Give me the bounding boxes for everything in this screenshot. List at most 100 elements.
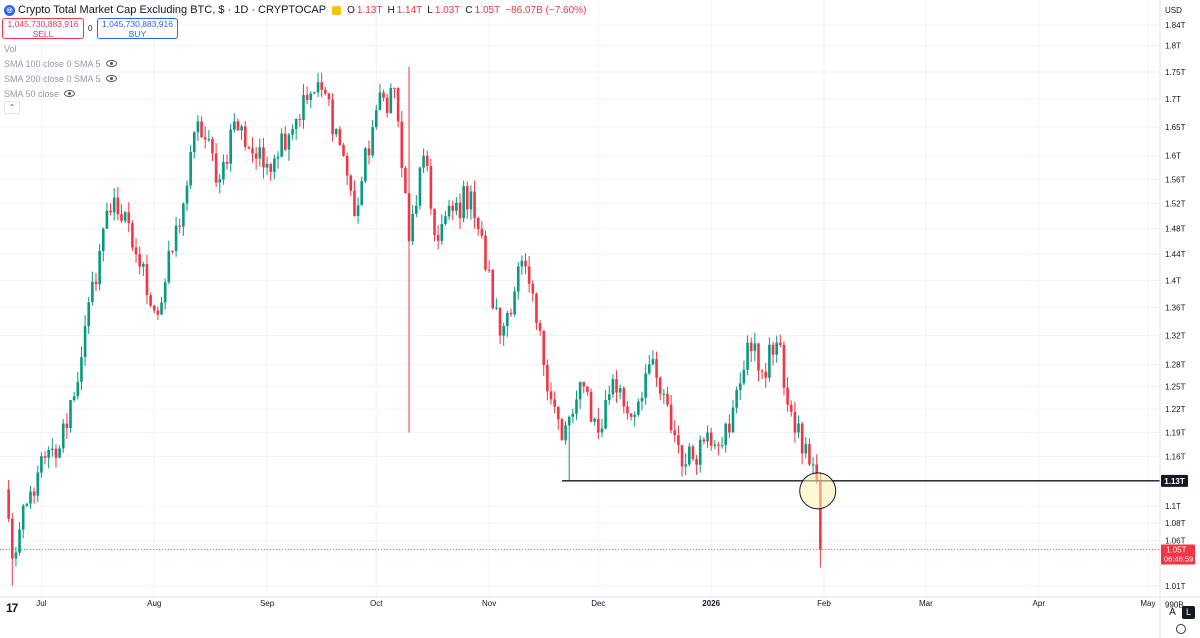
candle bbox=[564, 421, 567, 445]
currency-selector[interactable]: USD bbox=[1165, 6, 1182, 15]
candle-body bbox=[324, 89, 327, 94]
candle bbox=[374, 104, 378, 130]
indicator-sma200[interactable]: SMA 200 close 0 SMA 5 bbox=[4, 72, 117, 85]
candle-body bbox=[808, 444, 811, 465]
candle-body bbox=[131, 223, 134, 248]
candle bbox=[262, 137, 265, 179]
candle bbox=[746, 335, 749, 376]
candle-body bbox=[287, 134, 291, 150]
candle bbox=[185, 180, 189, 211]
indicator-vol[interactable]: Vol bbox=[4, 42, 17, 55]
candle bbox=[109, 203, 112, 216]
candle-body bbox=[644, 373, 647, 398]
buy-button[interactable]: 1,045,730,883,916 BUY bbox=[97, 18, 178, 39]
candle-body bbox=[10, 518, 14, 559]
candle bbox=[738, 372, 742, 401]
settings-gear-icon[interactable] bbox=[1176, 624, 1186, 634]
candle bbox=[269, 162, 273, 181]
candle bbox=[629, 413, 633, 421]
candle bbox=[404, 165, 407, 194]
candle-body bbox=[433, 208, 436, 235]
candle bbox=[465, 181, 469, 219]
candle-body bbox=[524, 260, 527, 267]
candle-body bbox=[516, 266, 520, 292]
candle bbox=[163, 278, 167, 310]
candle bbox=[331, 93, 334, 142]
candle bbox=[593, 417, 596, 426]
last-price-label: 1.05T bbox=[1166, 546, 1187, 555]
candle bbox=[429, 158, 433, 215]
candle-body bbox=[728, 423, 731, 433]
flag-icon[interactable] bbox=[332, 5, 342, 15]
candle-body bbox=[553, 399, 556, 407]
candle bbox=[436, 225, 440, 250]
log-scale-button[interactable]: L bbox=[1182, 606, 1195, 619]
candle bbox=[229, 123, 232, 172]
candle-body bbox=[760, 370, 764, 372]
indicator-sma50[interactable]: SMA 50 close bbox=[4, 87, 76, 100]
candle bbox=[647, 354, 651, 376]
candle-body bbox=[695, 458, 698, 465]
candle bbox=[112, 188, 116, 221]
eye-icon[interactable] bbox=[105, 75, 117, 82]
candle bbox=[298, 114, 302, 127]
candle-body bbox=[309, 93, 313, 100]
candle bbox=[735, 386, 738, 414]
candle bbox=[644, 364, 647, 406]
candle bbox=[637, 398, 640, 417]
candle-body bbox=[509, 312, 513, 315]
y-tick-label: 1.36T bbox=[1165, 304, 1186, 313]
candle bbox=[65, 413, 69, 440]
candle-body bbox=[637, 401, 640, 415]
candle bbox=[287, 132, 291, 161]
candle-body bbox=[171, 250, 174, 252]
candle bbox=[367, 140, 371, 165]
candle bbox=[152, 304, 156, 314]
candle bbox=[236, 118, 240, 131]
candle-body bbox=[546, 365, 549, 392]
candle-body bbox=[476, 217, 480, 230]
candle-body bbox=[819, 480, 822, 550]
candle bbox=[469, 185, 473, 220]
y-tick-label: 1.44T bbox=[1165, 250, 1186, 259]
candle bbox=[407, 66, 411, 433]
collapse-legend-button[interactable]: ⌃ bbox=[4, 101, 20, 114]
candle-body bbox=[455, 202, 458, 211]
candle-body bbox=[731, 407, 735, 433]
candle bbox=[149, 292, 152, 308]
candle bbox=[531, 280, 535, 302]
candle-body bbox=[29, 491, 32, 504]
candle bbox=[542, 330, 546, 376]
candle-body bbox=[746, 342, 749, 370]
tradingview-logo-icon[interactable]: 17 bbox=[6, 601, 18, 615]
last-price-label-bg bbox=[1161, 544, 1195, 565]
auto-scale-button[interactable]: A bbox=[1169, 607, 1176, 618]
candle-body bbox=[593, 418, 596, 422]
candle bbox=[622, 386, 626, 414]
candle-body bbox=[407, 193, 411, 242]
candle bbox=[378, 83, 382, 111]
cryptocap-logo-icon: ◎ bbox=[4, 4, 15, 16]
candle bbox=[520, 255, 524, 275]
candle bbox=[342, 142, 345, 157]
candle bbox=[58, 445, 61, 459]
highlight-circle bbox=[799, 472, 837, 510]
candle-body bbox=[607, 394, 611, 401]
symbol-title[interactable]: Crypto Total Market Cap Excluding BTC, $… bbox=[18, 4, 327, 16]
candle-body bbox=[76, 381, 80, 397]
sell-button[interactable]: 1,045,730,883,916 SELL bbox=[2, 18, 84, 39]
candle bbox=[142, 261, 145, 276]
indicator-sma100[interactable]: SMA 100 close 0 SMA 5 bbox=[4, 57, 117, 70]
eye-icon[interactable] bbox=[64, 90, 76, 97]
candle-body bbox=[789, 404, 793, 412]
eye-icon[interactable] bbox=[105, 60, 117, 67]
candle bbox=[422, 148, 425, 174]
candle bbox=[669, 395, 673, 434]
candle bbox=[61, 419, 65, 453]
candle-body bbox=[316, 82, 320, 93]
candle-body bbox=[611, 379, 615, 395]
candle-body bbox=[101, 228, 105, 251]
candle-body bbox=[174, 225, 178, 252]
